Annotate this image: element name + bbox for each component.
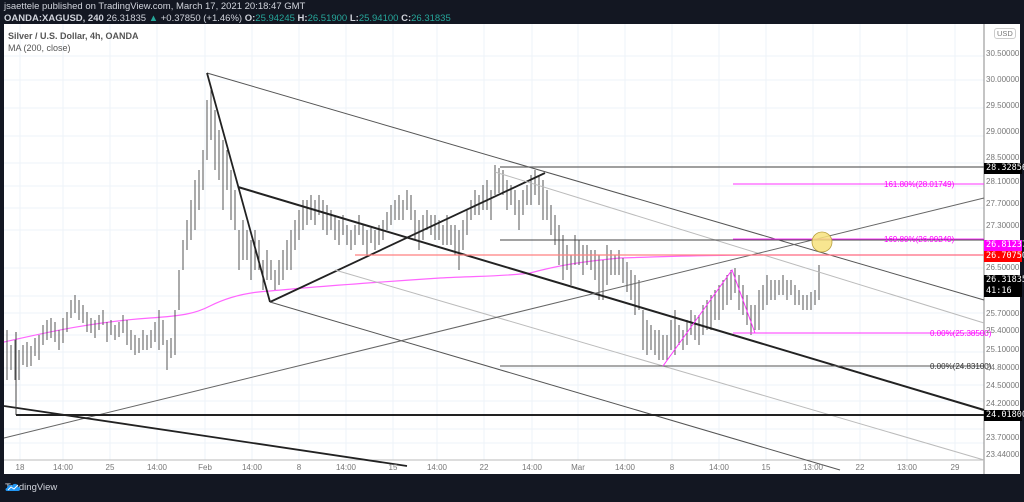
time-tick: 8 <box>296 463 302 472</box>
price-label-last: 26.31835 41:16 <box>984 275 1024 297</box>
grid <box>4 24 984 460</box>
last-price: 26.31835 <box>106 13 147 24</box>
chart-area[interactable] <box>4 24 1020 474</box>
footer-bar <box>0 476 1024 502</box>
price-tick: 27.30000 <box>986 221 1020 230</box>
price-tick: 28.10000 <box>986 177 1020 186</box>
fib-0-upper-label: 0.00%(25.38500) <box>930 329 992 338</box>
publisher-line: jsaettele published on TradingView.com, … <box>4 1 306 12</box>
fib-0-lower-label: 0.00%(24.83100) <box>930 362 992 371</box>
low-value: 25.94100 <box>358 13 399 24</box>
time-tick: 29 <box>950 463 960 472</box>
swing-legs <box>662 268 756 367</box>
price-tick: 30.50000 <box>986 49 1020 58</box>
channel-upper-line <box>206 72 985 301</box>
legend-title: Silver / U.S. Dollar, 4h, OANDA <box>8 31 139 41</box>
fib-169-label: 169.80%(26.99249) <box>884 235 955 244</box>
price-tick: 30.00000 <box>986 75 1020 84</box>
light-parallel-line <box>494 171 985 324</box>
high-value: 26.51900 <box>307 13 348 24</box>
price-tick: 25.10000 <box>986 345 1020 354</box>
header-bar: jsaettele published on TradingView.com, … <box>0 0 1024 26</box>
chart-legend: Silver / U.S. Dollar, 4h, OANDA MA (200,… <box>8 30 139 54</box>
price-tick: 24.80000 <box>986 363 1020 372</box>
price-tick: 23.70000 <box>986 433 1020 442</box>
time-tick: 22 <box>479 463 489 472</box>
bar-countdown: 41:16 <box>986 286 1012 296</box>
time-tick: 25 <box>105 463 115 472</box>
time-tick: 8 <box>669 463 675 472</box>
time-tick: 14:00 <box>708 463 730 472</box>
time-tick: 14:00 <box>521 463 543 472</box>
price-tick: 29.00000 <box>986 127 1020 136</box>
trendlines <box>3 72 985 471</box>
price-label-28-32856: 28.32856 <box>984 163 1024 174</box>
price-tick: 25.70000 <box>986 309 1020 318</box>
open-value: 25.94245 <box>255 13 295 24</box>
price-label-26-81237: 26.81237 <box>984 240 1024 251</box>
symbol-name: OANDA:XAGUSD, 240 <box>4 13 104 24</box>
close-label: C: <box>401 13 412 24</box>
symbol-line: OANDA:XAGUSD, 240 26.31835 ▲ +0.37850 (+… <box>4 13 451 25</box>
time-tick: 14:00 <box>146 463 168 472</box>
high-label: H: <box>297 13 308 24</box>
time-tick: 13:00 <box>802 463 824 472</box>
fib-161-label: 161.80%(28.01749) <box>884 180 955 189</box>
price-tick: 26.50000 <box>986 263 1020 272</box>
thick-trendline <box>237 186 985 411</box>
time-tick: 14:00 <box>335 463 357 472</box>
channel-lower-line <box>269 301 841 471</box>
tradingview-logo[interactable]: TradingView <box>5 482 57 493</box>
target-highlight-circle <box>811 231 833 253</box>
time-tick: Feb <box>198 463 212 472</box>
price-label-24-01800: 24.01800 <box>984 410 1024 421</box>
price-label-26-70750: 26.70750 <box>984 251 1024 262</box>
tradingview-cloud-icon <box>5 483 21 491</box>
time-tick: 14:00 <box>241 463 263 472</box>
price-tick: 27.70000 <box>986 199 1020 208</box>
time-tick: Mar <box>571 463 585 472</box>
currency-badge[interactable]: USD <box>994 28 1016 39</box>
time-tick: 14:00 <box>52 463 74 472</box>
time-tick: 14:00 <box>614 463 636 472</box>
time-tick: 18 <box>15 463 25 472</box>
price-tick: 24.50000 <box>986 381 1020 390</box>
price-tick: 25.40000 <box>986 326 1020 335</box>
time-tick: 14:00 <box>426 463 448 472</box>
price-tick: 28.50000 <box>986 153 1020 162</box>
up-arrow-icon: ▲ <box>148 13 159 24</box>
price-tick: 29.50000 <box>986 101 1020 110</box>
price-tick: 24.20000 <box>986 399 1020 408</box>
light-median-line <box>334 269 985 461</box>
price-change: +0.37850 (+1.46%) <box>160 13 243 24</box>
price-bars <box>6 90 820 380</box>
open-label: O: <box>244 13 256 24</box>
time-tick: 15 <box>761 463 771 472</box>
legend-indicator[interactable]: MA (200, close) <box>8 43 71 53</box>
last-price-value: 26.31835 <box>986 275 1024 285</box>
time-tick: 22 <box>855 463 865 472</box>
close-value: 26.31835 <box>411 13 451 24</box>
time-tick: 15 <box>388 463 398 472</box>
tradingview-brand: TradingView <box>5 482 58 493</box>
price-tick: 23.44000 <box>986 450 1020 459</box>
time-tick: 13:00 <box>896 463 918 472</box>
low-label: L: <box>349 13 359 24</box>
